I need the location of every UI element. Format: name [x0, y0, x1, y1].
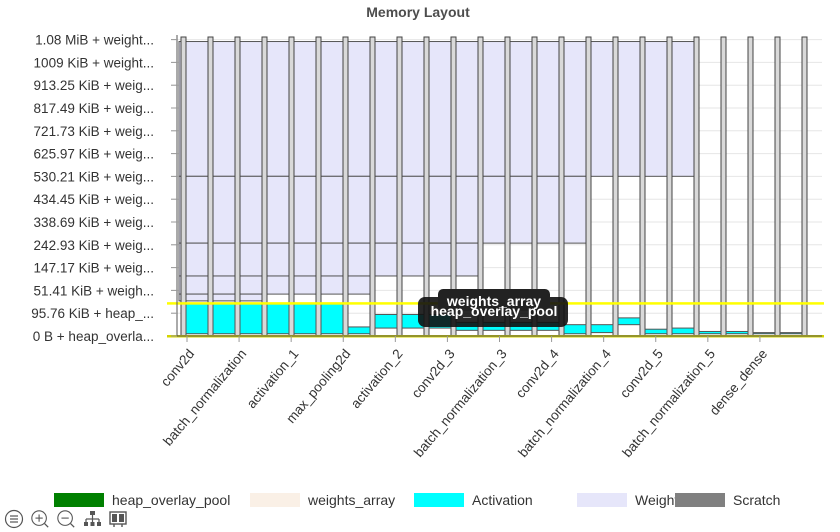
- legend-item: Scratch: [675, 492, 780, 508]
- scratch-bar: [288, 36, 295, 337]
- y-tick-label: 530.21 KiB + weig...: [34, 169, 154, 184]
- activation-bar: [347, 326, 371, 335]
- y-tick-label: 721.73 KiB + weig...: [34, 124, 154, 139]
- legend-label: Scratch: [733, 492, 780, 508]
- scratch-bar: [585, 36, 592, 337]
- legend-swatch: [577, 493, 627, 507]
- scratch-bar: [207, 36, 214, 337]
- weights-bar: [178, 242, 484, 277]
- scratch-bar: [369, 36, 376, 337]
- legend-item: heap_overlay_pool: [54, 492, 230, 508]
- activation-bar: [752, 332, 776, 335]
- y-tick-label: 1.08 MiB + weight...: [35, 33, 154, 48]
- activation-bar: [320, 302, 344, 335]
- chart-toolbar: [4, 508, 128, 530]
- layout-icon[interactable]: [108, 509, 128, 529]
- tooltip-label: heap_overlay_pool: [431, 303, 558, 319]
- zoom-out-icon[interactable]: [56, 509, 76, 529]
- scratch-bar: [801, 36, 808, 337]
- y-tick-label: 338.69 KiB + weig...: [34, 215, 154, 230]
- zoom-in-icon[interactable]: [30, 509, 50, 529]
- y-tick-label: 1009 KiB + weight...: [34, 55, 154, 70]
- activation-bar: [374, 313, 398, 329]
- scratch-bar: [720, 36, 727, 337]
- activation-bar: [671, 327, 695, 335]
- legend-label: Weights: [635, 492, 685, 508]
- y-tick-label: 434.45 KiB + weig...: [34, 192, 154, 207]
- x-tick-label: conv2d_4: [513, 346, 562, 401]
- scratch-bar: [558, 36, 565, 337]
- y-tick-label: 51.41 KiB + weigh...: [34, 283, 154, 298]
- scratch-bar: [396, 36, 403, 337]
- activation-bar: [644, 328, 668, 335]
- x-tick-label: conv2d_5: [617, 346, 666, 401]
- scratch-bar: [666, 36, 673, 337]
- legend-swatch: [250, 493, 300, 507]
- x-tick-label: batch_normalization_3: [411, 346, 510, 460]
- activation-bar: [185, 302, 209, 335]
- legend-label: Activation: [472, 492, 533, 508]
- legend: heap_overlay_pool weights_array Activation…: [54, 492, 780, 508]
- activation-bar: [698, 330, 722, 335]
- scratch-bar: [612, 36, 619, 337]
- legend-swatch: [54, 493, 104, 507]
- y-tick-label: 95.76 KiB + heap_...: [31, 306, 154, 321]
- y-tick-label: 147.17 KiB + weig...: [34, 261, 154, 276]
- scratch-bar: [774, 36, 781, 337]
- x-tick-label: batch_normalization_4: [515, 346, 614, 460]
- activation-bar: [725, 330, 749, 335]
- activation-bar: [266, 302, 290, 335]
- legend-item: weights_array: [250, 492, 395, 508]
- y-tick-label: 817.49 KiB + weig...: [34, 101, 154, 116]
- y-tick-label: 242.93 KiB + weig...: [34, 238, 154, 253]
- y-tick-label: 0 B + heap_overla...: [33, 329, 154, 344]
- legend-item: Weights: [577, 492, 685, 508]
- weights-layer: [178, 41, 700, 302]
- legend-label: weights_array: [307, 492, 395, 508]
- weights-bar: [178, 293, 268, 302]
- legend-swatch: [414, 493, 464, 507]
- activation-bar: [779, 332, 803, 335]
- y-axis-ticks: 0 B + heap_overla... 95.76 KiB + heap_...…: [31, 33, 177, 344]
- tooltip-header-box: [438, 289, 550, 311]
- x-axis-ticks: conv2dbatch_normalizationactivation_1max…: [158, 336, 770, 460]
- scratch-bar: [261, 36, 268, 337]
- x-tick-label: activation_1: [244, 346, 302, 411]
- scratch-bar: [234, 36, 241, 337]
- scratch-bar: [342, 36, 349, 337]
- activation-bar: [563, 324, 587, 335]
- y-tick-label: 913.25 KiB + weig...: [34, 78, 154, 93]
- chart-title: Memory Layout: [366, 4, 470, 20]
- activation-bar: [293, 302, 317, 335]
- tree-icon[interactable]: [82, 509, 102, 529]
- weights-bar: [178, 175, 592, 244]
- activation-bar: [590, 324, 614, 334]
- x-tick-label: conv2d: [158, 346, 197, 389]
- x-tick-label: activation_2: [348, 346, 406, 411]
- scratch-bar: [423, 36, 430, 337]
- legend-swatch: [675, 493, 725, 507]
- tooltip-series-name: weights_array: [446, 293, 541, 309]
- list-icon[interactable]: [4, 509, 24, 529]
- x-tick-label: batch_normalization_5: [619, 346, 718, 460]
- scratch-bar: [180, 36, 187, 337]
- legend-item: Activation: [414, 492, 533, 508]
- scratch-bar: [693, 36, 700, 337]
- weights-bar: [178, 41, 700, 177]
- legend-label: heap_overlay_pool: [112, 492, 230, 508]
- y-tick-label: 625.97 KiB + weig...: [34, 147, 154, 162]
- scratch-bar: [747, 36, 754, 337]
- activation-bar: [239, 302, 263, 335]
- scratch-bar: [315, 36, 322, 337]
- scratch-bar: [639, 36, 646, 337]
- activation-bar: [212, 302, 236, 335]
- activation-bar: [617, 317, 641, 326]
- x-tick-label: conv2d_3: [409, 346, 458, 401]
- scratch-columns-layer: [180, 36, 808, 337]
